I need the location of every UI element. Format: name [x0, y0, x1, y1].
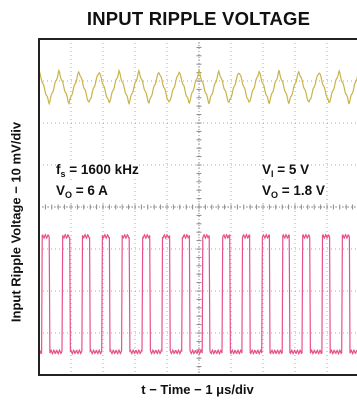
annotation-output-voltage: VO = 1.8 V: [262, 183, 325, 200]
oscilloscope-plot: [38, 38, 357, 376]
series-line-2: [38, 233, 357, 356]
traces: [38, 68, 357, 356]
y-axis-label: Input Ripple Voltage − 10 mV/div: [8, 121, 24, 323]
annotation-output-current: VO = 6 A: [56, 183, 108, 200]
series-line-1: [38, 68, 357, 106]
annotation-input-voltage: VI = 5 V: [262, 162, 310, 179]
plot-frame: [38, 38, 357, 376]
grid: [38, 38, 357, 376]
chart-title: INPUT RIPPLE VOLTAGE: [86, 8, 311, 29]
x-axis-label: t − Time − 1 μs/div: [141, 382, 254, 397]
annotation-switching-frequency: fs = 1600 kHz: [56, 162, 139, 179]
